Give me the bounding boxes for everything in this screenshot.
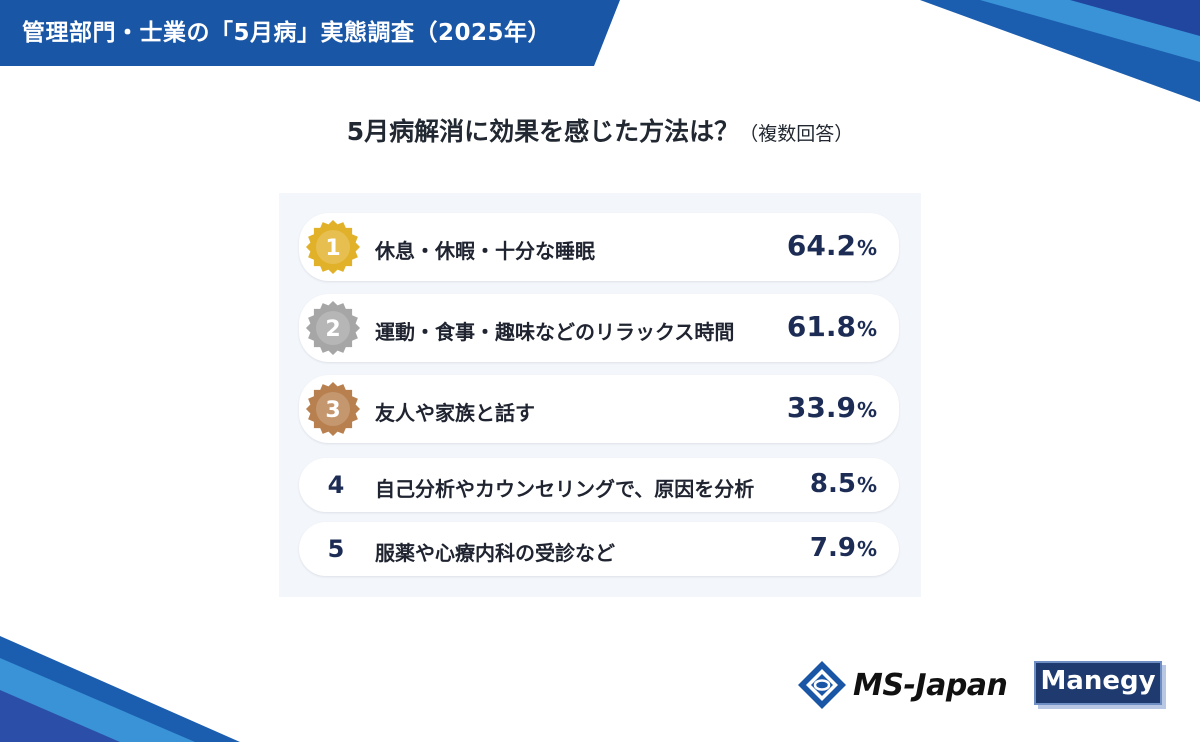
medal-burst xyxy=(306,382,360,436)
item-label: 休息・休暇・十分な睡眠 xyxy=(375,239,595,263)
value-unit: % xyxy=(856,317,877,341)
gold-medal-icon: 1 xyxy=(306,220,360,274)
decorative-stripes-top-right xyxy=(920,0,1200,102)
value-number: 61.8 xyxy=(786,310,856,343)
ranking-row-5: 5 服薬や心療内科の受診など 7.9% xyxy=(299,522,899,576)
value-unit: % xyxy=(856,398,877,422)
value-unit: % xyxy=(856,473,877,497)
item-label: 運動・食事・趣味などのリラックス時間 xyxy=(375,320,735,344)
rank-number: 4 xyxy=(327,471,345,499)
rank-number: 3 xyxy=(325,398,340,423)
item-value: 8.5% xyxy=(810,469,877,499)
value-number: 7.9 xyxy=(809,533,856,563)
decorative-stripes-bottom-left xyxy=(0,636,240,742)
medal-burst xyxy=(306,301,360,355)
value-number: 33.9 xyxy=(786,391,856,424)
chart-title-main: 5月病解消に効果を感じた方法は？ xyxy=(346,117,740,146)
ranking-row-2: 2 運動・食事・趣味などのリラックス時間 61.8% xyxy=(299,294,899,362)
value-unit: % xyxy=(856,236,877,260)
item-value: 64.2% xyxy=(787,229,877,262)
item-label: 自己分析やカウンセリングで、原因を分析 xyxy=(375,477,755,501)
value-unit: % xyxy=(856,537,877,561)
rank-number: 2 xyxy=(325,317,340,342)
item-value: 33.9% xyxy=(787,391,877,424)
ranking-panel: 1 休息・休暇・十分な睡眠 64.2% 2 運動・食事・趣味などのリラックス時間… xyxy=(279,193,921,597)
ms-japan-wordmark: MS-Japan xyxy=(853,668,1008,703)
ranking-row-4: 4 自己分析やカウンセリングで、原因を分析 8.5% xyxy=(299,458,899,512)
rank-number: 1 xyxy=(325,236,340,261)
ranking-row-1: 1 休息・休暇・十分な睡眠 64.2% xyxy=(299,213,899,281)
manegy-wordmark: Manegy xyxy=(1040,666,1156,696)
banner-title: 管理部門・士業の「5月病」実態調査（2025年） xyxy=(22,20,552,46)
item-label: 服薬や心療内科の受診など xyxy=(375,541,615,565)
silver-medal-icon: 2 xyxy=(306,301,360,355)
manegy-logo: Manegy xyxy=(1034,661,1162,705)
value-number: 8.5 xyxy=(809,469,856,499)
ms-japan-diamond-icon xyxy=(798,661,846,709)
chart-title: 5月病解消に効果を感じた方法は？（複数回答） xyxy=(0,112,1200,148)
item-value: 7.9% xyxy=(810,533,877,563)
chart-title-note: （複数回答） xyxy=(739,123,854,145)
medal-burst xyxy=(306,220,360,274)
item-value: 61.8% xyxy=(787,310,877,343)
item-label: 友人や家族と話す xyxy=(375,401,535,425)
header-banner: 管理部門・士業の「5月病」実態調査（2025年） xyxy=(0,0,620,66)
ms-japan-logo: MS-Japan xyxy=(797,660,1012,710)
ranking-row-3: 3 友人や家族と話す 33.9% xyxy=(299,375,899,443)
banner-background xyxy=(0,0,620,66)
value-number: 64.2 xyxy=(786,229,856,262)
rank-number: 5 xyxy=(327,535,345,563)
bronze-medal-icon: 3 xyxy=(306,382,360,436)
